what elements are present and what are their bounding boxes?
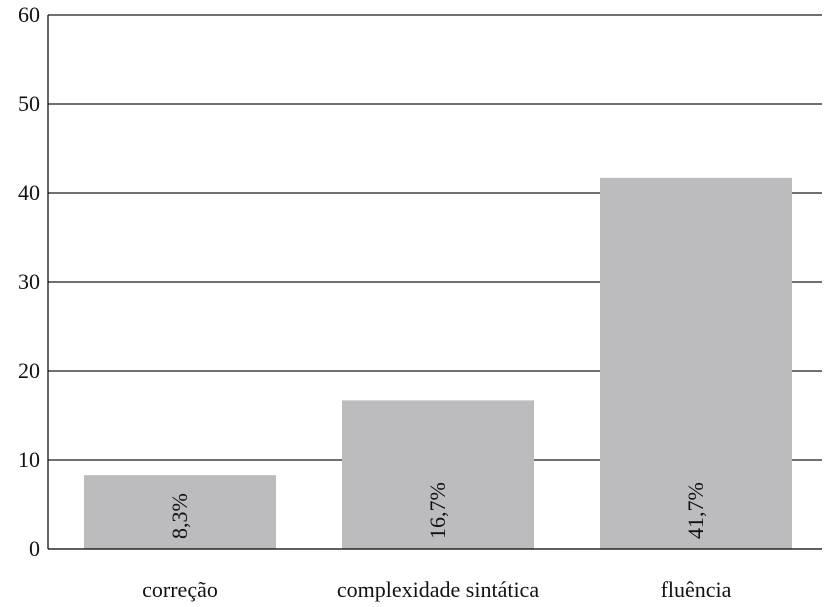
- y-tick-label: 60: [18, 2, 40, 27]
- x-category-label: correção: [142, 577, 218, 602]
- data-label: 16,7%: [425, 482, 450, 539]
- bar: [342, 400, 534, 549]
- y-tick-label: 50: [18, 91, 40, 116]
- y-tick-labels: 0 10 20 30 40 50 60: [18, 2, 40, 561]
- axes: [47, 15, 822, 550]
- y-tick-label: 10: [18, 447, 40, 472]
- y-tick-label: 20: [18, 358, 40, 383]
- bar: [600, 177, 792, 549]
- y-tick-label: 30: [18, 269, 40, 294]
- x-category-label: complexidade sintática: [337, 577, 539, 602]
- x-category-labels: correção complexidade sintática fluência: [142, 577, 732, 602]
- data-labels: 8,3% 16,7% 41,7%: [167, 482, 708, 539]
- x-category-label: fluência: [661, 577, 732, 602]
- y-tick-label: 0: [29, 536, 40, 561]
- y-tick-label: 40: [18, 180, 40, 205]
- data-label: 8,3%: [167, 493, 192, 539]
- bar: [84, 475, 276, 549]
- data-label: 41,7%: [683, 482, 708, 539]
- bars: [84, 177, 792, 549]
